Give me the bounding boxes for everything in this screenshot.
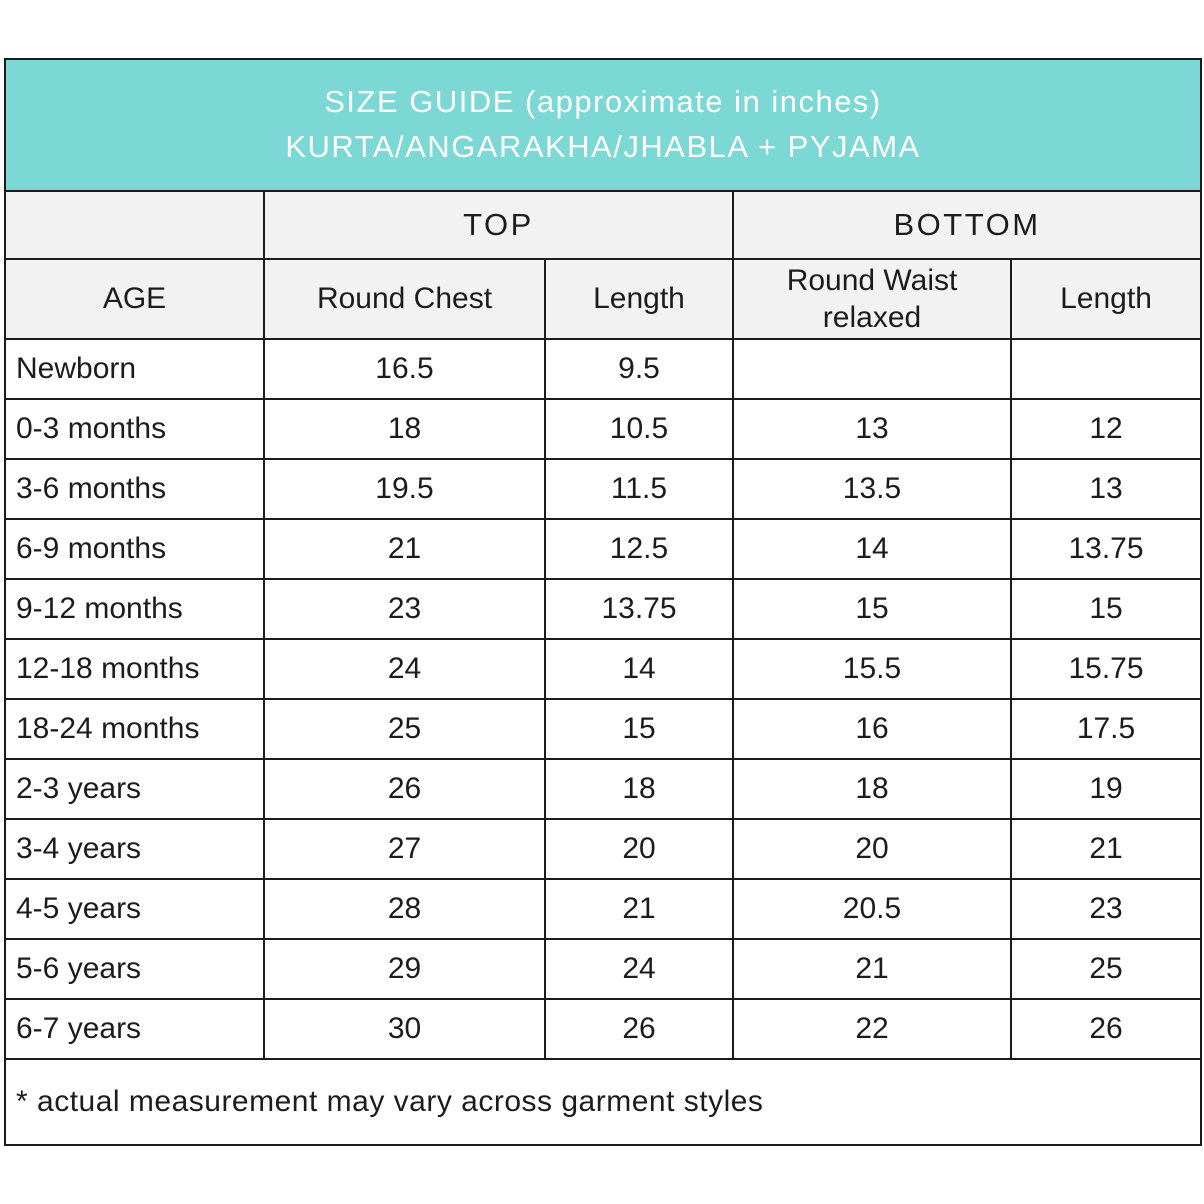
round-chest-cell: 23 xyxy=(263,578,546,640)
table-row: 18-24 months 25 15 16 17.5 xyxy=(4,698,1203,760)
bottom-length-cell: 23 xyxy=(1009,878,1203,940)
top-length-cell: 18 xyxy=(544,758,734,820)
table-row: 2-3 years 26 18 18 19 xyxy=(4,758,1203,820)
bottom-length-cell: 13.75 xyxy=(1009,518,1203,580)
column-header-top-length: Length xyxy=(544,258,734,340)
table-row: 9-12 months 23 13.75 15 15 xyxy=(4,578,1203,640)
table-row: 6-9 months 21 12.5 14 13.75 xyxy=(4,518,1203,580)
round-waist-cell: 14 xyxy=(732,518,1012,580)
group-header-top: TOP xyxy=(263,190,734,260)
bottom-length-cell: 26 xyxy=(1009,998,1203,1060)
size-guide-table: SIZE GUIDE (approximate in inches) KURTA… xyxy=(3,58,1203,1146)
bottom-length-cell: 15 xyxy=(1009,578,1203,640)
age-cell: 9-12 months xyxy=(4,578,265,640)
column-header-age: AGE xyxy=(4,258,265,340)
title-row: SIZE GUIDE (approximate in inches) KURTA… xyxy=(3,58,1203,192)
column-header-row: AGE Round Chest Length Round Waist relax… xyxy=(4,258,1203,340)
round-waist-cell: 22 xyxy=(732,998,1012,1060)
bottom-length-cell: 19 xyxy=(1009,758,1203,820)
top-length-cell: 26 xyxy=(544,998,734,1060)
round-waist-cell: 13 xyxy=(732,398,1012,460)
title-line-1: SIZE GUIDE (approximate in inches) xyxy=(324,84,882,120)
table-row: 4-5 years 28 21 20.5 23 xyxy=(4,878,1203,940)
group-header-row: TOP BOTTOM xyxy=(4,190,1203,260)
age-cell: Newborn xyxy=(4,338,265,400)
table-row: 5-6 years 29 24 21 25 xyxy=(4,938,1203,1000)
top-length-cell: 20 xyxy=(544,818,734,880)
table-row: 3-6 months 19.5 11.5 13.5 13 xyxy=(4,458,1203,520)
table-row: Newborn 16.5 9.5 xyxy=(4,338,1203,400)
round-chest-cell: 29 xyxy=(263,938,546,1000)
round-chest-cell: 28 xyxy=(263,878,546,940)
top-length-cell: 11.5 xyxy=(544,458,734,520)
table-title: SIZE GUIDE (approximate in inches) KURTA… xyxy=(3,58,1203,192)
column-header-round-chest: Round Chest xyxy=(263,258,546,340)
bottom-length-cell: 12 xyxy=(1009,398,1203,460)
top-length-cell: 9.5 xyxy=(544,338,734,400)
top-length-cell: 24 xyxy=(544,938,734,1000)
age-cell: 3-6 months xyxy=(4,458,265,520)
table-row: 0-3 months 18 10.5 13 12 xyxy=(4,398,1203,460)
round-waist-cell: 18 xyxy=(732,758,1012,820)
top-length-cell: 15 xyxy=(544,698,734,760)
group-header-bottom: BOTTOM xyxy=(731,190,1203,260)
age-cell: 3-4 years xyxy=(4,818,265,880)
group-header-empty xyxy=(4,190,265,260)
top-length-cell: 12.5 xyxy=(544,518,734,580)
top-length-cell: 13.75 xyxy=(544,578,734,640)
table-row: 12-18 months 24 14 15.5 15.75 xyxy=(4,638,1203,700)
top-length-cell: 10.5 xyxy=(544,398,734,460)
top-length-cell: 14 xyxy=(544,638,734,700)
footnote-text: * actual measurement may vary across gar… xyxy=(3,1058,1203,1146)
round-chest-cell: 19.5 xyxy=(263,458,546,520)
round-waist-cell: 20.5 xyxy=(732,878,1012,940)
bottom-length-cell xyxy=(1009,338,1203,400)
bottom-length-cell: 17.5 xyxy=(1009,698,1203,760)
table-row: 6-7 years 30 26 22 26 xyxy=(4,998,1203,1060)
round-waist-cell: 20 xyxy=(732,818,1012,880)
bottom-length-cell: 15.75 xyxy=(1009,638,1203,700)
age-cell: 2-3 years xyxy=(4,758,265,820)
bottom-length-cell: 21 xyxy=(1009,818,1203,880)
age-cell: 12-18 months xyxy=(4,638,265,700)
bottom-length-cell: 13 xyxy=(1009,458,1203,520)
round-chest-cell: 21 xyxy=(263,518,546,580)
round-chest-cell: 25 xyxy=(263,698,546,760)
round-waist-cell: 21 xyxy=(732,938,1012,1000)
round-chest-cell: 24 xyxy=(263,638,546,700)
column-header-round-waist: Round Waist relaxed xyxy=(732,258,1012,340)
top-length-cell: 21 xyxy=(544,878,734,940)
round-waist-cell: 15 xyxy=(732,578,1012,640)
column-header-bottom-length: Length xyxy=(1009,258,1203,340)
footnote-row: * actual measurement may vary across gar… xyxy=(3,1058,1203,1146)
round-waist-cell xyxy=(732,338,1012,400)
bottom-length-cell: 25 xyxy=(1009,938,1203,1000)
round-chest-cell: 16.5 xyxy=(263,338,546,400)
round-chest-cell: 30 xyxy=(263,998,546,1060)
table-row: 3-4 years 27 20 20 21 xyxy=(4,818,1203,880)
round-waist-cell: 13.5 xyxy=(732,458,1012,520)
round-chest-cell: 18 xyxy=(263,398,546,460)
round-waist-cell: 16 xyxy=(732,698,1012,760)
round-chest-cell: 26 xyxy=(263,758,546,820)
round-chest-cell: 27 xyxy=(263,818,546,880)
title-line-2: KURTA/ANGARAKHA/JHABLA + PYJAMA xyxy=(285,129,921,164)
age-cell: 6-9 months xyxy=(4,518,265,580)
age-cell: 0-3 months xyxy=(4,398,265,460)
age-cell: 5-6 years xyxy=(4,938,265,1000)
age-cell: 6-7 years xyxy=(4,998,265,1060)
age-cell: 18-24 months xyxy=(4,698,265,760)
round-waist-cell: 15.5 xyxy=(732,638,1012,700)
age-cell: 4-5 years xyxy=(4,878,265,940)
